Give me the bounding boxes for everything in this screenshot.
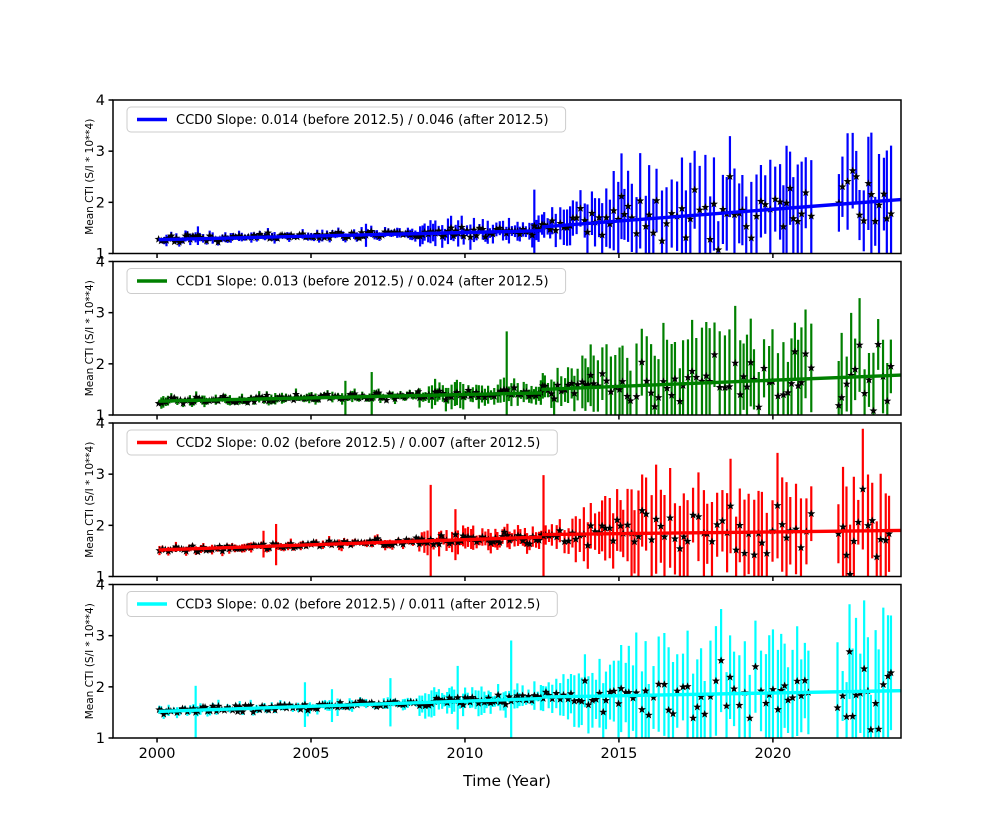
y-tick-label: 2 [96,518,105,534]
y-tick-label: 1 [96,731,105,747]
legend-ccd3: CCD3 Slope: 0.02 (before 2012.5) / 0.011… [126,591,558,617]
x-tick-label: 2000 [139,746,176,762]
y-tick-label: 4 [96,578,105,594]
y-tick-label: 1 [96,408,105,424]
legend-ccd2: CCD2 Slope: 0.02 (before 2012.5) / 0.007… [126,429,558,456]
trend-line-after-ccd0 [541,197,901,229]
legend-box [126,106,567,133]
x-tick-label: 2015 [600,746,637,762]
legend-label: CCD3 Slope: 0.02 (before 2012.5) / 0.011… [176,598,540,613]
y-tick-label: 3 [96,306,105,322]
x-axis-title: Time (Year) [462,772,551,790]
y-axis-title-ccd2: Mean CTI (S/I * 10**4) [84,442,96,558]
y-axis-title-ccd1: Mean CTI (S/I * 10**4) [84,280,96,396]
y-tick-label: 4 [96,416,105,432]
x-tick-label: 2005 [293,746,330,762]
axes-frame-ccd2 [112,422,902,578]
y-tick-label: 3 [96,629,105,645]
y-tick-label: 3 [96,144,105,160]
legend-box [126,429,558,456]
trend-line-after-ccd1 [541,373,901,392]
trend-line-before-ccd1 [158,391,542,403]
y-axis-title-ccd0: Mean CTI (S/I * 10**4) [84,119,96,235]
y-tick-label: 4 [96,255,105,271]
y-tick-label: 2 [96,195,105,211]
x-tick-label: 2010 [447,746,484,762]
y-tick-label: 2 [96,680,105,696]
legend-ccd1: CCD1 Slope: 0.013 (before 2012.5) / 0.02… [126,268,567,294]
y-tick-label: 2 [96,357,105,373]
y-tick-label: 1 [96,570,105,586]
legend-ccd0: CCD0 Slope: 0.014 (before 2012.5) / 0.04… [126,106,567,133]
trend-line-before-ccd2 [158,535,543,552]
legend-box [126,268,567,294]
y-tick-label: 4 [96,93,105,109]
axes-frame-ccd1 [112,260,902,416]
legend-label: CCD2 Slope: 0.02 (before 2012.5) / 0.007… [176,436,540,451]
y-tick-label: 3 [96,467,105,483]
axes-frame-ccd0 [112,99,902,255]
y-axis-title-ccd3: Mean CTI (S/I * 10**4) [84,603,96,719]
trend-line-before-ccd3 [158,696,543,714]
y-tick-label: 1 [96,247,105,263]
trend-line-before-ccd0 [158,229,542,242]
legend-label: CCD0 Slope: 0.014 (before 2012.5) / 0.04… [176,113,549,128]
axes-frame-ccd3 [112,583,902,739]
legend-label: CCD1 Slope: 0.013 (before 2012.5) / 0.02… [176,275,549,290]
trend-line-after-ccd3 [541,688,901,699]
panel-ccd3: 1 2 3 4 2000 2005 2010 2015 2020 Mean CTI (S/I * … [84,578,902,762]
trend-line-after-ccd2 [541,528,901,537]
legend-box [126,591,558,617]
x-tick-label: 2020 [754,746,791,762]
